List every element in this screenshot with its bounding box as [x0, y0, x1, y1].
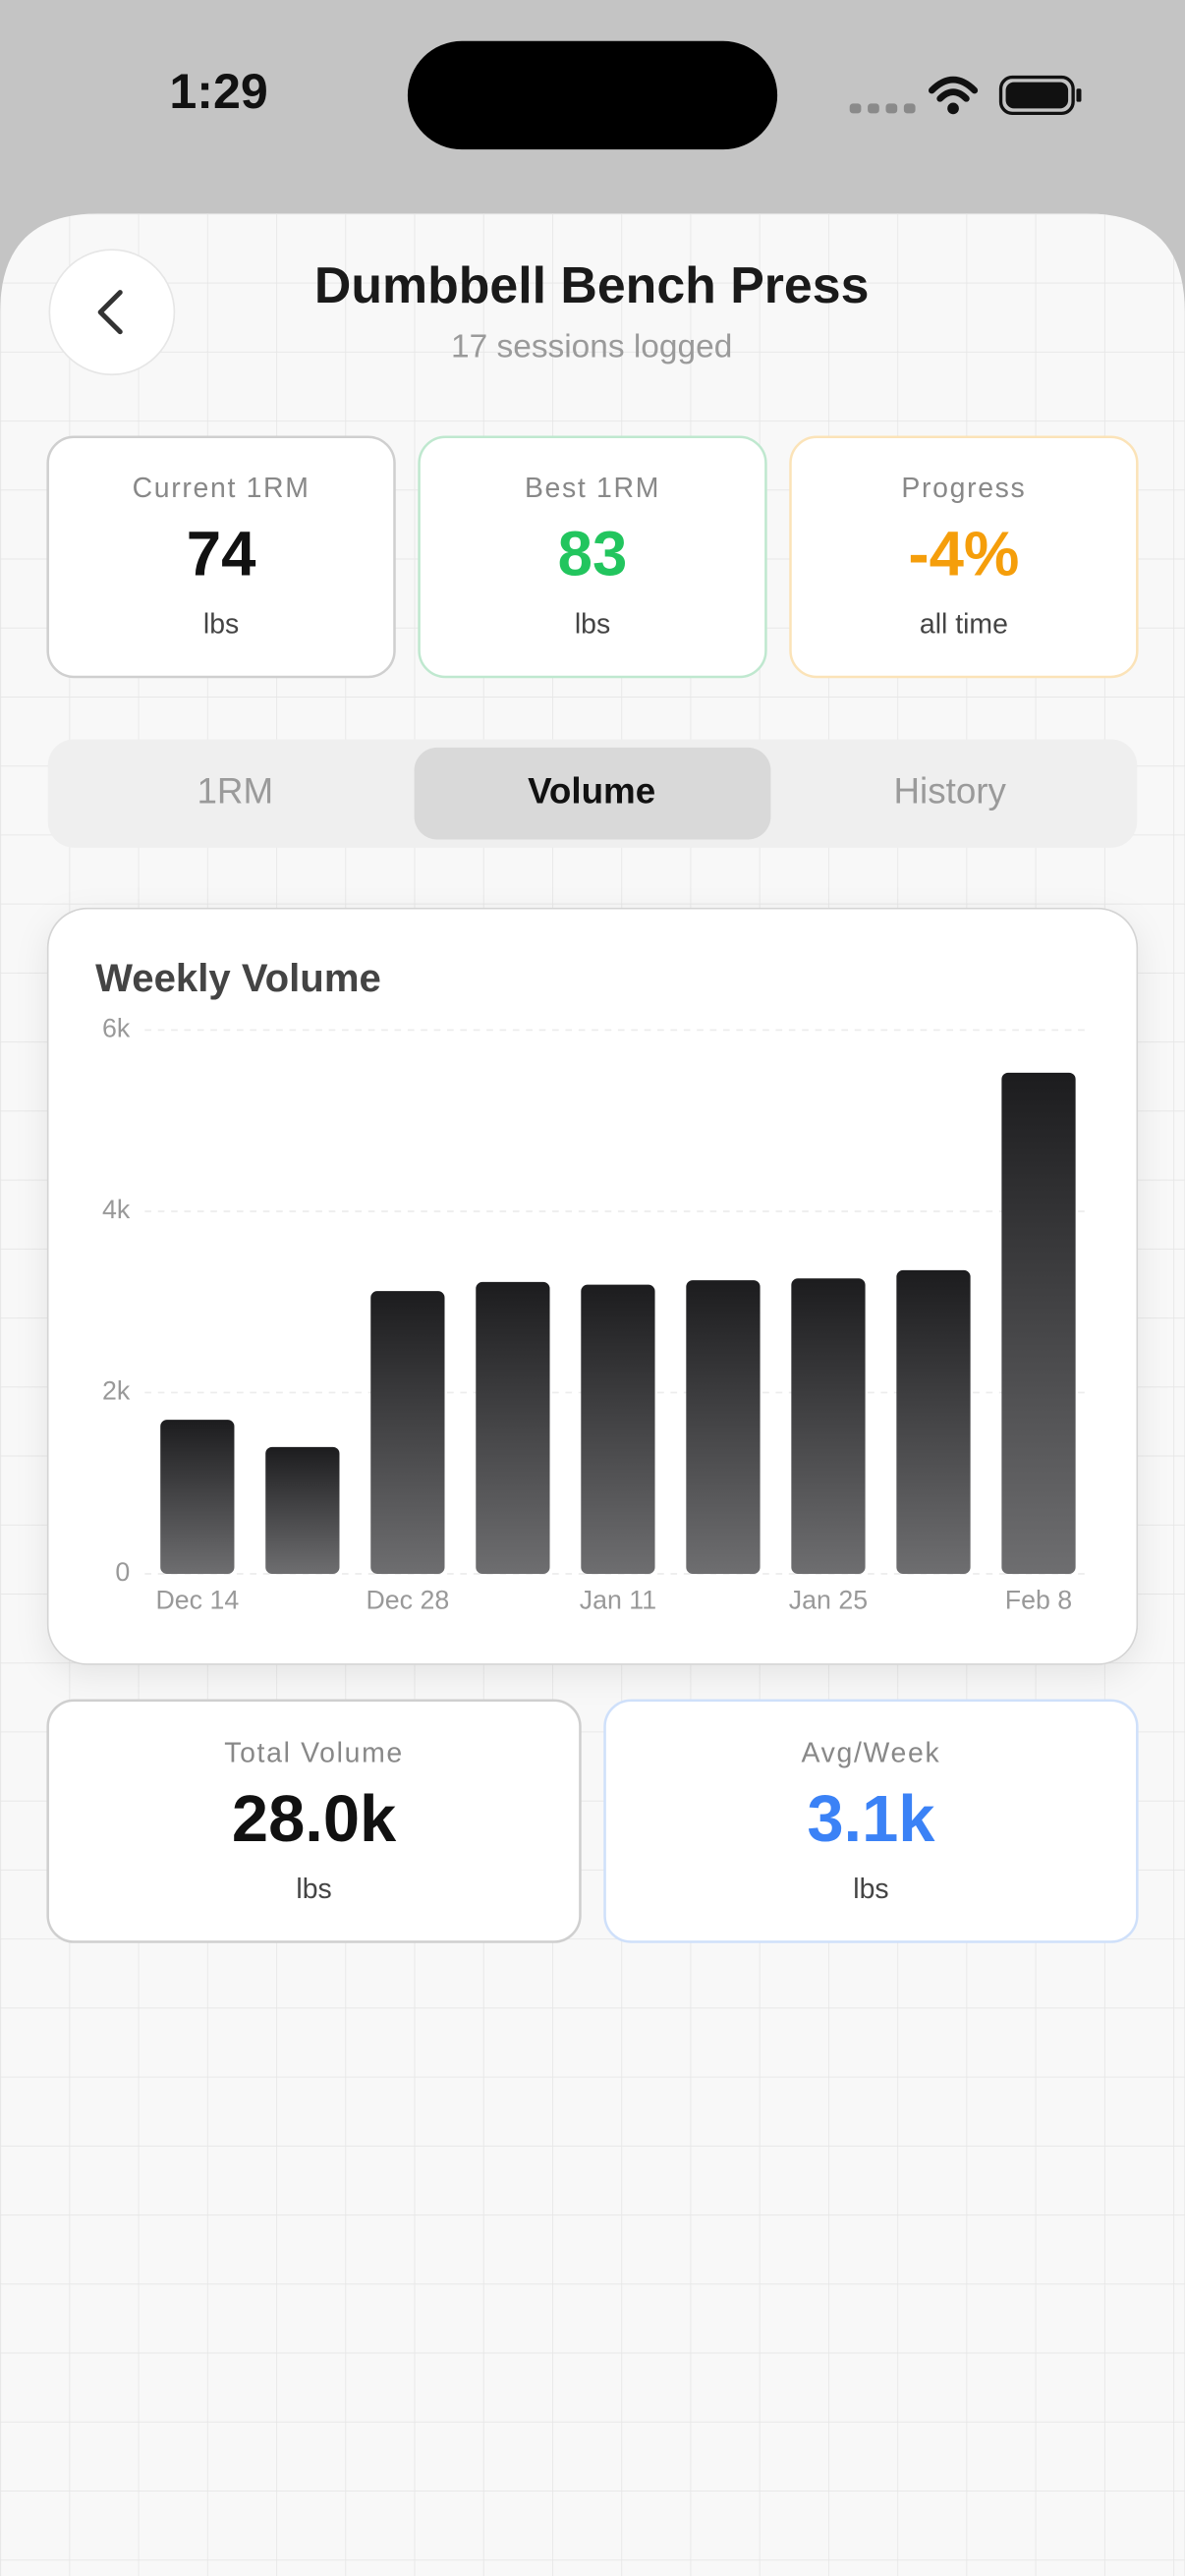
stat-card [789, 435, 1139, 679]
battery-outline [998, 75, 1075, 116]
y-tick-label: 6k [102, 1014, 131, 1043]
chart-title: Weekly Volume [95, 956, 381, 1000]
bar [1001, 1072, 1076, 1574]
y-tick-label: 4k [102, 1195, 131, 1224]
wifi-dot [947, 102, 959, 115]
back-chevron[interactable] [97, 290, 123, 335]
summary-label: Avg/Week [802, 1737, 941, 1768]
signal-icon [849, 103, 916, 114]
tab[interactable]: 1RM [197, 770, 273, 811]
summary-card [603, 1699, 1139, 1943]
tab-selected [414, 747, 771, 840]
bar [160, 1420, 235, 1574]
stat-unit: lbs [203, 609, 239, 641]
subtitle: 17 sessions logged [451, 328, 732, 364]
summary-card [46, 1699, 582, 1943]
back-button[interactable] [48, 249, 176, 376]
bar [581, 1284, 655, 1574]
stat-unit: lbs [575, 609, 610, 641]
stat-unit: all time [920, 609, 1008, 641]
stat-value: -4% [908, 519, 1019, 588]
x-tick-label: Dec 28 [366, 1585, 449, 1614]
summary-unit: lbs [853, 1874, 888, 1905]
battery-level [1005, 82, 1069, 109]
tab[interactable]: History [894, 770, 1007, 811]
summary-label: Total Volume [224, 1737, 404, 1768]
bar [686, 1280, 761, 1574]
summary-unit: lbs [296, 1874, 331, 1905]
stat-card [46, 435, 396, 679]
title: Dumbbell Bench Press [314, 256, 870, 313]
bar [791, 1278, 866, 1574]
tab[interactable]: Volume [528, 770, 655, 811]
stat-label: Best 1RM [525, 473, 660, 504]
stat-value: 74 [187, 519, 256, 588]
x-tick-label: Dec 14 [155, 1585, 239, 1614]
wifi-icon [928, 76, 979, 102]
status-time: 1:29 [169, 64, 267, 119]
x-tick-label: Feb 8 [1005, 1585, 1072, 1614]
x-tick-label: Jan 11 [580, 1585, 656, 1614]
stat-value: 83 [558, 519, 628, 588]
dynamic-island [407, 40, 778, 150]
y-tick-label: 0 [115, 1557, 130, 1587]
summary-value: 28.0k [232, 1782, 397, 1856]
stat-card [418, 435, 767, 679]
bar [370, 1291, 445, 1574]
bar [476, 1281, 550, 1574]
bar [265, 1446, 340, 1574]
summary-value: 3.1k [807, 1782, 935, 1856]
stat-label: Progress [901, 473, 1026, 504]
x-tick-label: Jan 25 [789, 1585, 868, 1614]
battery-tip [1076, 88, 1082, 102]
y-tick-label: 2k [102, 1376, 131, 1406]
stat-label: Current 1RM [133, 473, 310, 504]
bar [896, 1269, 971, 1574]
